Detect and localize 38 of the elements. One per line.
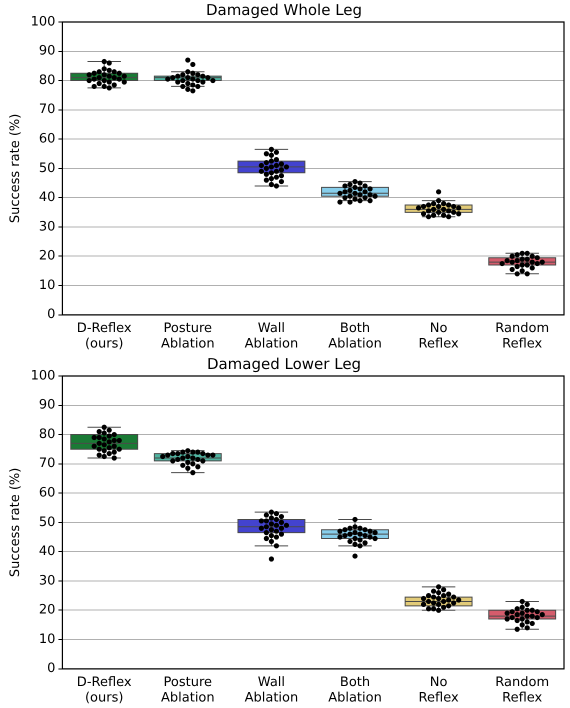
chart-title: Damaged Lower Leg (206, 354, 362, 373)
y-tick-label: 100 (30, 14, 56, 30)
y-tick-label: 100 (30, 368, 56, 384)
y-tick-label: 80 (38, 426, 56, 442)
y-tick-label: 30 (38, 573, 56, 588)
x-tick-label: Wall Ablation (244, 320, 298, 352)
y-axis-title: Success rate (%) (8, 468, 24, 578)
y-tick-label: 80 (38, 72, 56, 88)
y-tick-label: 40 (38, 544, 56, 560)
y-tick-label: 60 (38, 131, 56, 146)
x-tick-label: Both Ablation (328, 674, 382, 706)
y-tick-label: 90 (38, 398, 56, 413)
y-tick-label: 70 (38, 102, 56, 118)
x-tick-label: No Reflex (418, 320, 459, 352)
x-tick-label: Wall Ablation (244, 674, 298, 706)
y-tick-label: 10 (38, 278, 56, 293)
y-tick-label: 0 (47, 307, 56, 322)
y-axis-title: Success rate (%) (8, 114, 24, 224)
x-tick-label: No Reflex (418, 674, 459, 706)
y-tick-label: 50 (38, 514, 56, 530)
y-tick-label: 0 (47, 661, 56, 676)
y-tick-label: 70 (38, 456, 56, 472)
x-tick-label: D-Reflex (ours) (76, 674, 132, 706)
chart-title: Damaged Whole Leg (206, 0, 362, 19)
y-tick-label: 60 (38, 485, 56, 500)
x-tick-label: Both Ablation (328, 320, 382, 352)
y-tick-label: 90 (38, 44, 56, 59)
y-tick-label: 10 (38, 632, 56, 647)
y-tick-label: 20 (38, 248, 56, 264)
y-tick-label: 40 (38, 190, 56, 206)
y-tick-label: 20 (38, 602, 56, 618)
x-tick-label: Random Reflex (495, 320, 550, 352)
x-tick-label: Random Reflex (495, 674, 550, 706)
x-tick-label: Posture Ablation (160, 320, 215, 352)
y-tick-label: 30 (38, 219, 56, 234)
x-tick-label: Posture Ablation (160, 674, 215, 706)
y-tick-label: 50 (38, 160, 56, 176)
x-tick-label: D-Reflex (ours) (76, 320, 132, 352)
